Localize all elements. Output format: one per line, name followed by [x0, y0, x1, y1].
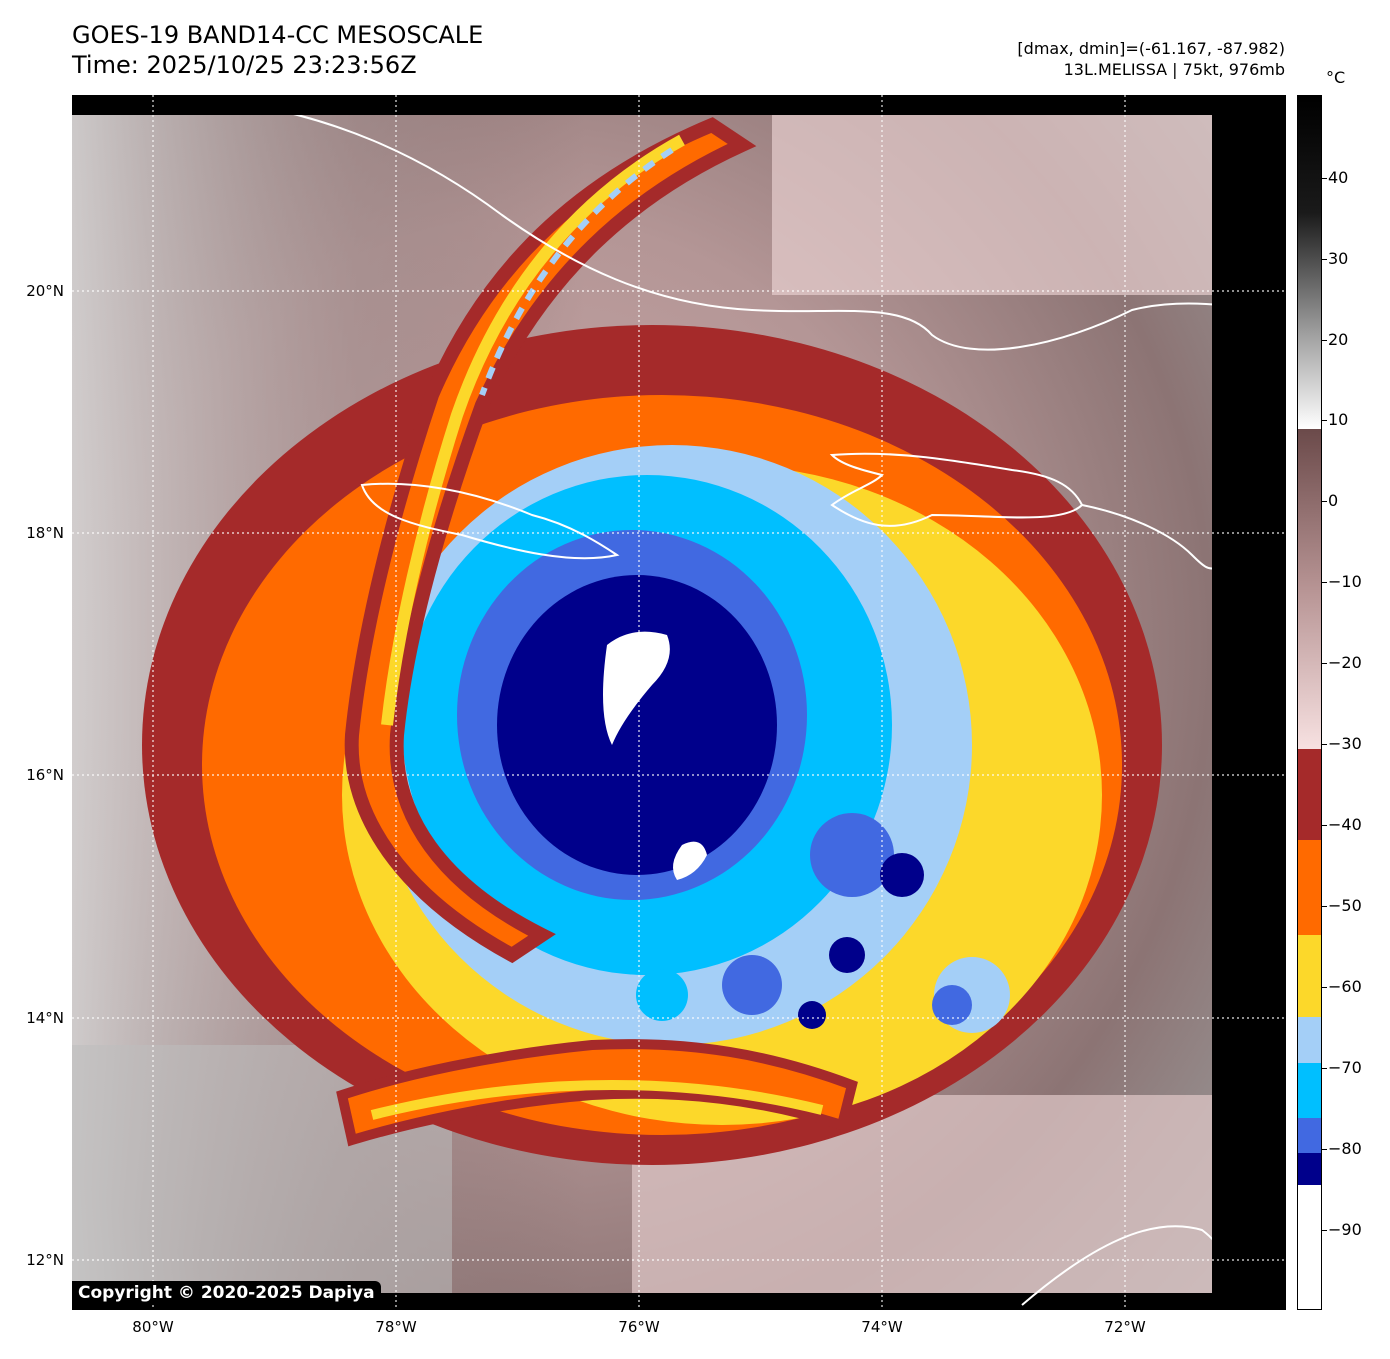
lat-label-12n: 12°N [26, 1251, 64, 1269]
spiral-band-outer-core [381, 134, 685, 726]
lat-label-14n: 14°N [26, 1009, 64, 1027]
cbar-light-blue [1298, 1017, 1321, 1063]
cbar-yellow [1298, 935, 1321, 1017]
southern-band [336, 1039, 858, 1147]
cbar-tick-m80: −80 [1328, 1139, 1362, 1158]
copyright-label: Copyright © 2020-2025 Dapiya [72, 1281, 381, 1305]
cbar-tickmark [1322, 987, 1327, 988]
cbar-tickmark [1322, 906, 1327, 907]
cbar-pink [1298, 429, 1321, 749]
cbar-tick-m20: −20 [1328, 653, 1362, 672]
southern-band-core [370, 1079, 824, 1120]
cbar-navy [1298, 1153, 1321, 1185]
spiral-band-outer-cold [479, 147, 674, 397]
cbar-royal-blue [1298, 1118, 1321, 1153]
coast-cuba [221, 99, 1286, 351]
figure-title: GOES-19 BAND14-CC MESOSCALE Time: 2025/1… [72, 20, 483, 80]
data-range-text: [dmax, dmin]=(-61.167, -87.982) [1017, 39, 1285, 58]
lat-lon-grid [72, 95, 1286, 1310]
lat-label-18n: 18°N [26, 524, 64, 542]
cbar-tickmark [1322, 1149, 1327, 1150]
lat-label-20n: 20°N [26, 282, 64, 300]
cbar-tick-40: 40 [1328, 168, 1349, 187]
colorbar-unit: °C [1326, 68, 1346, 87]
coast-jamaica [360, 482, 620, 560]
cbar-tickmark [1322, 420, 1327, 421]
storm-name-text: 13L.MELISSA | 75kt, 976mb [1063, 60, 1285, 79]
lon-label-74w: 74°W [861, 1318, 903, 1336]
cloud-shield [142, 325, 1162, 1165]
lon-label-78w: 78°W [375, 1318, 417, 1336]
coldest-tops-white-2 [673, 841, 707, 880]
lat-label-16n: 16°N [26, 766, 64, 784]
convective-cells [636, 813, 1010, 1033]
cbar-tickmark [1322, 663, 1327, 664]
cbar-tickmark [1322, 1068, 1327, 1069]
cbar-dark-red [1298, 749, 1321, 840]
satellite-map [72, 95, 1286, 1310]
coast-haiti [829, 452, 1084, 527]
cbar-tickmark [1322, 582, 1327, 583]
cbar-tickmark [1322, 744, 1327, 745]
no-data-top [72, 95, 1286, 115]
title-product: GOES-19 BAND14-CC MESOSCALE [72, 21, 484, 49]
cbar-white [1298, 1185, 1321, 1309]
colorbar-ramp [1298, 96, 1321, 1309]
cbar-tickmark [1322, 340, 1327, 341]
cbar-tick-m60: −60 [1328, 977, 1362, 996]
cbar-tick-m30: −30 [1328, 734, 1362, 753]
band-navy [497, 575, 777, 875]
cbar-tickmark [1322, 178, 1327, 179]
lon-label-72w: 72°W [1104, 1318, 1146, 1336]
satellite-imagery [72, 95, 1286, 1310]
cbar-tick-10: 10 [1328, 410, 1349, 429]
colorbar [1297, 95, 1322, 1310]
cbar-tick-m90: −90 [1328, 1220, 1362, 1239]
cbar-tickmark [1322, 825, 1327, 826]
cbar-tick-30: 30 [1328, 249, 1349, 268]
lon-label-76w: 76°W [618, 1318, 660, 1336]
storm-info: [dmax, dmin]=(-61.167, -87.982) 13L.MELI… [1017, 38, 1285, 80]
cbar-tickmark [1322, 501, 1327, 502]
upper-right-pink-clouds [772, 115, 1212, 295]
cbar-orange [1298, 840, 1321, 935]
cbar-tick-m40: −40 [1328, 815, 1362, 834]
spiral-band-outer [344, 117, 757, 964]
cbar-warm [1298, 96, 1321, 429]
cbar-tickmark [1322, 259, 1327, 260]
cbar-tick-m10: −10 [1328, 572, 1362, 591]
title-time: Time: 2025/10/25 23:23:56Z [72, 51, 417, 79]
cbar-tickmark [1322, 1230, 1327, 1231]
cbar-tick-20: 20 [1328, 330, 1349, 349]
cbar-tick-m70: −70 [1328, 1058, 1362, 1077]
lon-label-80w: 80°W [132, 1318, 174, 1336]
cbar-cyan [1298, 1063, 1321, 1118]
coldest-tops-white [603, 631, 670, 745]
cbar-tick-m50: −50 [1328, 896, 1362, 915]
no-data-region [1212, 95, 1286, 1310]
cbar-tick-0: 0 [1328, 491, 1339, 510]
